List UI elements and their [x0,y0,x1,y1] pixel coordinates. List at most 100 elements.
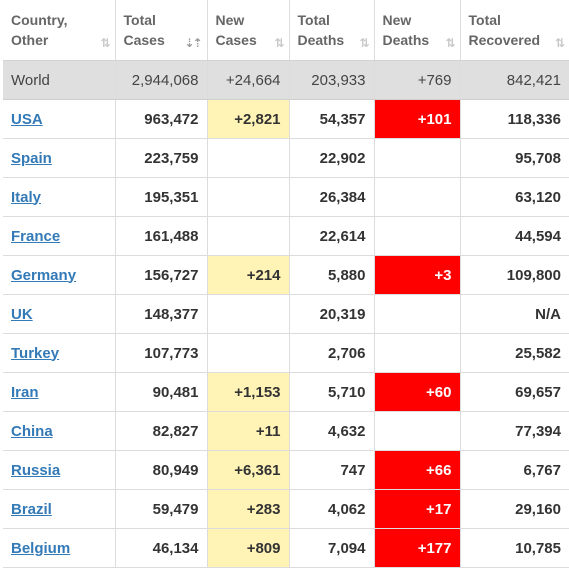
header-label-line2: Other [11,32,49,48]
country-cell: Russia [3,450,116,490]
new-deaths-cell [374,333,461,373]
total-deaths-cell: 5,710 [289,372,375,412]
country-cell: Brazil [3,489,116,529]
sort-icon[interactable]: ⇣⇡ [184,36,202,50]
new-deaths-cell [374,216,461,256]
new-cases-cell [207,177,290,217]
sort-icon[interactable]: ⇅ [100,36,110,50]
header-new-cases[interactable]: New Cases ⇅ [207,0,290,61]
new-cases-cell: +1,153 [207,372,290,412]
header-label-line1: Total [468,12,501,28]
world-total-recovered: 842,421 [460,60,569,100]
total-cases-cell: 107,773 [115,333,208,373]
new-cases-cell [207,138,290,178]
header-row: Country, Other ⇅ Total Cases ⇣⇡ New Cases ⇅ Total… [3,0,569,61]
total-deaths-cell: 2,706 [289,333,375,373]
header-label-line2: Cases [123,32,165,48]
country-cell: Belgium [3,528,116,568]
country-cell: USA [3,99,116,139]
total-recovered-cell: 63,120 [460,177,569,217]
total-recovered-cell: N/A [460,294,569,334]
sort-icon[interactable]: ⇅ [445,36,455,50]
world-new-deaths: +769 [374,60,461,100]
total-cases-cell: 148,377 [115,294,208,334]
header-country-other[interactable]: Country, Other ⇅ [3,0,116,61]
country-cell: Turkey [3,333,116,373]
header-total-recovered[interactable]: Total Recovered ⇅ [460,0,569,61]
country-link[interactable]: Russia [11,461,61,479]
world-total-deaths: 203,933 [289,60,375,100]
country-cell: China [3,411,116,451]
country-cell: Germany [3,255,116,295]
country-link[interactable]: China [11,422,53,440]
total-recovered-cell: 10,785 [460,528,569,568]
header-label-line1: New [215,12,245,28]
country-link[interactable]: UK [11,305,33,323]
country-cell: Spain [3,138,116,178]
table-row: Russia 80,949 +6,361 747 +66 6,767 [3,450,569,490]
country-link[interactable]: Italy [11,188,42,206]
total-recovered-cell: 118,336 [460,99,569,139]
total-deaths-cell: 5,880 [289,255,375,295]
new-deaths-cell [374,294,461,334]
total-cases-cell: 90,481 [115,372,208,412]
country-cell: UK [3,294,116,334]
header-label-line2: Deaths [297,32,345,48]
table-row: France 161,488 22,614 44,594 [3,216,569,256]
total-cases-cell: 195,351 [115,177,208,217]
country-link[interactable]: Belgium [11,539,71,557]
country-link[interactable]: USA [11,110,43,128]
total-cases-cell: 46,134 [115,528,208,568]
total-deaths-cell: 7,094 [289,528,375,568]
new-deaths-cell: +3 [374,255,461,295]
total-cases-cell: 59,479 [115,489,208,529]
total-deaths-cell: 22,614 [289,216,375,256]
total-deaths-cell: 4,632 [289,411,375,451]
table-row: Turkey 107,773 2,706 25,582 [3,333,569,373]
total-recovered-cell: 95,708 [460,138,569,178]
total-recovered-cell: 25,582 [460,333,569,373]
country-link[interactable]: Iran [11,383,39,401]
header-label-line2: Deaths [382,32,430,48]
new-cases-cell: +6,361 [207,450,290,490]
header-total-deaths[interactable]: Total Deaths ⇅ [289,0,375,61]
new-deaths-cell [374,411,461,451]
total-deaths-cell: 747 [289,450,375,490]
new-cases-cell: +11 [207,411,290,451]
world-row: World 2,944,068 +24,664 203,933 +769 842… [3,60,569,100]
country-cell: France [3,216,116,256]
total-recovered-cell: 6,767 [460,450,569,490]
sort-icon[interactable]: ⇅ [554,36,565,50]
table-body: World 2,944,068 +24,664 203,933 +769 842… [3,60,569,568]
total-recovered-cell: 44,594 [460,216,569,256]
total-cases-cell: 223,759 [115,138,208,178]
sort-icon[interactable]: ⇅ [359,36,369,50]
total-deaths-cell: 54,357 [289,99,375,139]
new-cases-cell: +283 [207,489,290,529]
sort-icon[interactable]: ⇅ [274,36,284,50]
new-cases-cell [207,294,290,334]
total-deaths-cell: 22,902 [289,138,375,178]
new-cases-cell [207,216,290,256]
total-cases-cell: 156,727 [115,255,208,295]
table-row: Brazil 59,479 +283 4,062 +17 29,160 [3,489,569,529]
country-link[interactable]: Turkey [11,344,60,362]
header-total-cases[interactable]: Total Cases ⇣⇡ [115,0,208,61]
total-deaths-cell: 26,384 [289,177,375,217]
table-row: USA 963,472 +2,821 54,357 +101 118,336 [3,99,569,139]
new-cases-cell: +214 [207,255,290,295]
country-link[interactable]: Spain [11,149,52,167]
header-label-line2: Recovered [468,32,541,48]
country-link[interactable]: France [11,227,61,245]
country-link[interactable]: Germany [11,266,77,284]
new-deaths-cell [374,177,461,217]
total-recovered-cell: 109,800 [460,255,569,295]
country-cell: Iran [3,372,116,412]
header-new-deaths[interactable]: New Deaths ⇅ [374,0,461,61]
total-recovered-cell: 29,160 [460,489,569,529]
country-link[interactable]: Brazil [11,500,52,518]
header-label-line1: Total [297,12,330,28]
new-deaths-cell: +101 [374,99,461,139]
new-cases-cell [207,333,290,373]
table-row: Spain 223,759 22,902 95,708 [3,138,569,178]
